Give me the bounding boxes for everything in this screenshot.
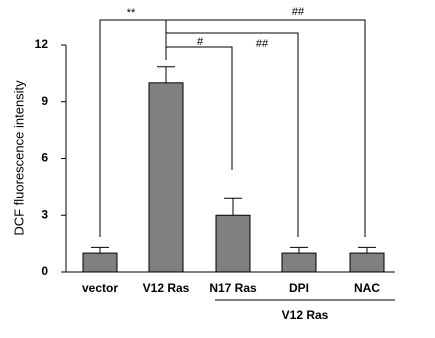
significance-label: # xyxy=(197,36,204,48)
significance-bracket xyxy=(166,32,299,237)
significance-label: ## xyxy=(292,6,305,18)
x-tick-label: V12 Ras xyxy=(143,281,190,295)
bar xyxy=(148,82,184,273)
bar xyxy=(349,252,385,273)
significance-bracket xyxy=(166,46,233,170)
bar xyxy=(281,252,317,273)
group-label: V12 Ras xyxy=(282,308,329,322)
y-tick-label: 9 xyxy=(41,94,48,108)
bar xyxy=(82,252,118,273)
y-axis-label: DCF fluorescence intensity xyxy=(11,80,26,236)
y-tick-label: 0 xyxy=(41,264,48,278)
x-tick-label: DPI xyxy=(289,281,309,295)
significance-bracket xyxy=(166,19,366,237)
x-tick-label: NAC xyxy=(354,281,380,295)
significance-label: ** xyxy=(127,7,136,19)
x-tick-label: vector xyxy=(82,281,118,295)
significance-label: ## xyxy=(256,38,269,50)
y-tick-label: 6 xyxy=(41,151,48,165)
y-tick-label: 3 xyxy=(41,207,48,221)
y-tick-label: 12 xyxy=(35,37,49,51)
x-tick-label: N17 Ras xyxy=(209,281,257,295)
significance-bracket xyxy=(99,19,167,237)
bar xyxy=(215,214,251,273)
